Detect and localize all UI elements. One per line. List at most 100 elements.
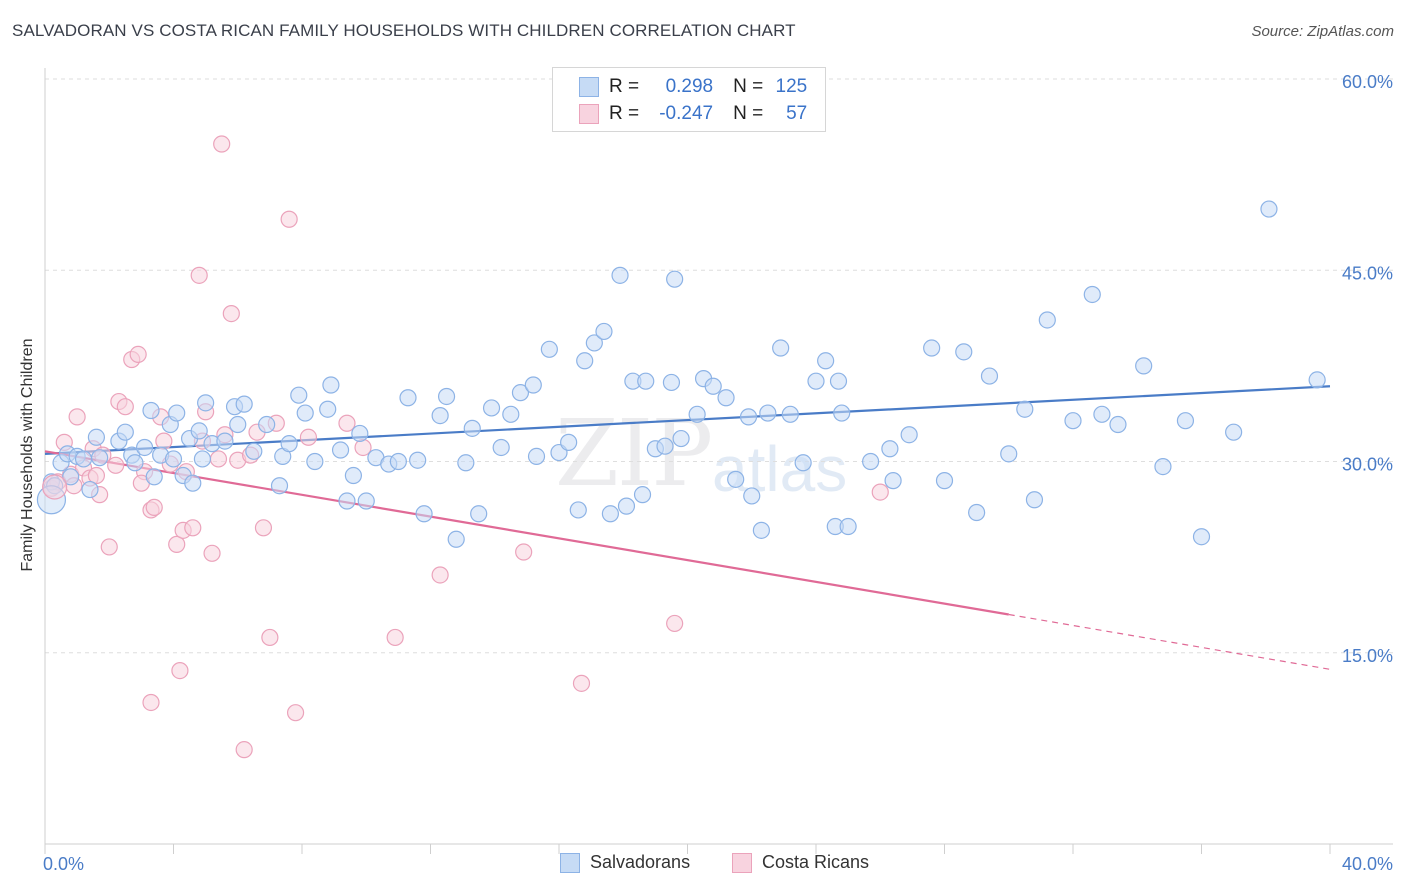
legend-r-label: R = bbox=[609, 103, 640, 124]
costa-rican-point bbox=[68, 408, 86, 426]
salvadoran-point bbox=[81, 480, 99, 499]
y-tick-label: 30.0% bbox=[1342, 455, 1393, 475]
costa-rican-point bbox=[168, 535, 186, 553]
legend-row-costa-ricans: R = -0.247 N = 57 bbox=[553, 100, 807, 128]
salvadoran-point bbox=[900, 426, 918, 444]
salvadoran-point bbox=[62, 468, 80, 486]
salvadoran-point bbox=[656, 437, 674, 455]
correlation-legend: R = 0.298 N = 125 R = -0.247 N = 57 bbox=[552, 67, 826, 132]
salvadoran-point bbox=[351, 424, 369, 443]
salvadoran-point bbox=[322, 376, 340, 394]
x-tick-label: 40.0% bbox=[1342, 854, 1393, 874]
tick-labels: 15.0% 30.0% 45.0% 60.0% 0.0% 40.0% bbox=[43, 72, 1393, 874]
costa-rican-point bbox=[87, 466, 106, 485]
legend-n-value: 125 bbox=[775, 76, 808, 97]
salvadoran-point bbox=[184, 474, 202, 492]
costa-rican-point bbox=[299, 428, 318, 446]
salvadoran-point bbox=[91, 449, 109, 467]
salvadoran-point bbox=[319, 400, 337, 418]
salvadoran-point bbox=[399, 389, 417, 407]
salvadoran-point bbox=[280, 435, 298, 453]
legend-row-salvadorans: R = 0.298 N = 125 bbox=[553, 73, 807, 101]
data-points bbox=[36, 135, 1326, 759]
salvadoran-point bbox=[833, 404, 851, 422]
salvadoran-point bbox=[662, 373, 681, 392]
salvadoran-point bbox=[968, 503, 986, 522]
salvadoran-point bbox=[772, 339, 790, 357]
legend-swatch-costa-ricans bbox=[579, 104, 599, 124]
salvadoran-point bbox=[338, 492, 356, 510]
salvadoran-point bbox=[1083, 285, 1101, 304]
costa-rican-point bbox=[515, 543, 533, 561]
bottom-legend-swatch-costa-ricans bbox=[732, 852, 752, 873]
costa-rican-point bbox=[100, 538, 118, 556]
salvadoran-point bbox=[431, 407, 449, 425]
costa-rican-point bbox=[209, 450, 228, 468]
legend-r-label: R = bbox=[609, 76, 640, 97]
salvadoran-point bbox=[415, 505, 433, 523]
salvadoran-point bbox=[585, 334, 603, 352]
salvadoran-point bbox=[87, 428, 106, 446]
salvadoran-point bbox=[492, 438, 510, 457]
legend-r-value: -0.247 bbox=[659, 103, 714, 124]
salvadoran-point bbox=[739, 408, 758, 426]
salvadoran-point bbox=[817, 352, 835, 370]
costa-rican-point bbox=[261, 628, 279, 647]
salvadoran-point bbox=[1225, 423, 1243, 441]
bottom-legend-label-salvadorans: Salvadorans bbox=[590, 852, 691, 872]
salvadoran-point bbox=[727, 470, 745, 488]
axes bbox=[44, 68, 1393, 854]
watermark-atlas: atlas bbox=[712, 433, 848, 505]
salvadoran-point bbox=[752, 521, 770, 539]
bottom-legend-swatch-salvadorans bbox=[560, 852, 580, 873]
salvadoran-point bbox=[611, 266, 629, 284]
salvadoran-point bbox=[980, 367, 999, 385]
salvadoran-point bbox=[1260, 200, 1278, 218]
salvadoran-point bbox=[1025, 491, 1044, 509]
costa-rican-point bbox=[116, 398, 134, 416]
trend-line-extension bbox=[1008, 613, 1331, 670]
salvadoran-point bbox=[296, 404, 314, 422]
salvadoran-point bbox=[457, 454, 475, 472]
salvadoran-point bbox=[482, 399, 501, 417]
salvadoran-point bbox=[595, 322, 613, 341]
salvadoran-point bbox=[1038, 311, 1056, 329]
costa-rican-point bbox=[145, 498, 163, 516]
costa-rican-point bbox=[222, 305, 240, 323]
costa-rican-point bbox=[129, 345, 147, 363]
costa-rican-point bbox=[431, 566, 449, 584]
legend-n-label: N = bbox=[733, 76, 764, 97]
salvadoran-point bbox=[74, 450, 93, 468]
costa-rican-point bbox=[107, 456, 125, 474]
bottom-legend-costa-ricans: Costa Ricans bbox=[732, 852, 869, 873]
salvadoran-point bbox=[637, 372, 655, 390]
salvadoran-point bbox=[306, 452, 324, 471]
salvadoran-point bbox=[935, 472, 954, 490]
salvadoran-point bbox=[235, 395, 253, 413]
salvadoran-point bbox=[470, 505, 488, 523]
salvadoran-point bbox=[923, 339, 941, 357]
y-tick-label: 60.0% bbox=[1342, 72, 1393, 92]
salvadoran-point bbox=[344, 466, 362, 485]
costa-rican-point bbox=[386, 628, 404, 647]
salvadoran-point bbox=[743, 487, 761, 505]
salvadoran-point bbox=[409, 451, 427, 469]
costa-rican-point bbox=[213, 135, 231, 153]
costa-rican-point bbox=[286, 704, 305, 722]
costa-rican-point bbox=[254, 519, 273, 537]
salvadoran-point bbox=[164, 450, 183, 468]
salvadoran-point bbox=[1176, 412, 1195, 430]
salvadoran-point bbox=[331, 441, 350, 459]
salvadoran-point bbox=[1109, 415, 1127, 434]
salvadoran-point bbox=[258, 415, 276, 434]
salvadoran-point bbox=[190, 422, 208, 440]
salvadoran-point bbox=[672, 429, 690, 448]
salvadoran-point bbox=[116, 423, 134, 441]
legend-r-value: 0.298 bbox=[665, 76, 714, 97]
salvadoran-point bbox=[447, 530, 465, 548]
salvadoran-point bbox=[1016, 400, 1034, 418]
legend-swatch-salvadorans bbox=[579, 77, 599, 97]
salvadoran-point bbox=[881, 440, 899, 458]
salvadoran-point bbox=[1135, 357, 1153, 375]
x-tick-label: 0.0% bbox=[43, 854, 84, 874]
